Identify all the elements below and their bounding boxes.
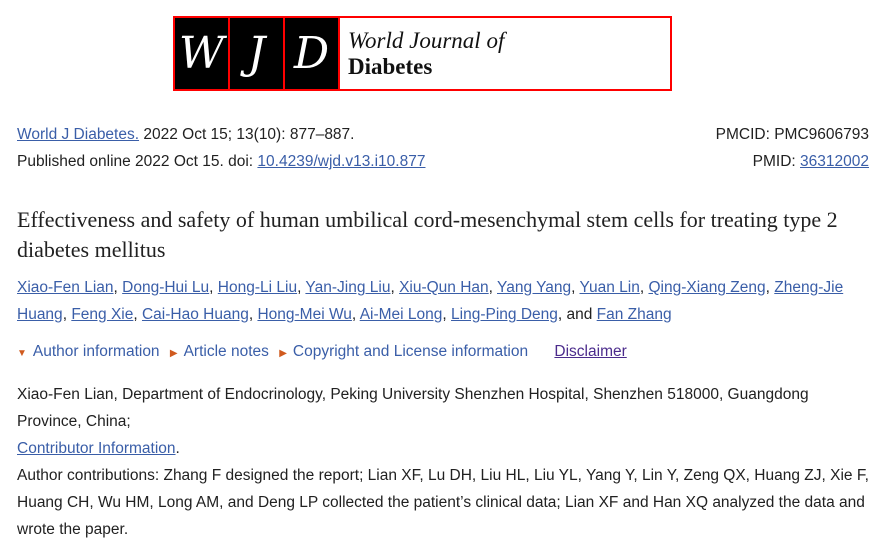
author-list: Xiao-Fen Lian, Dong-Hui Lu, Hong-Li Liu,… <box>17 274 877 328</box>
journal-logo: W J D World Journal of Diabetes <box>173 16 672 91</box>
author-link[interactable]: Ai-Mei Long <box>359 306 443 323</box>
journal-link[interactable]: World J Diabetes. <box>17 126 140 143</box>
separator: , <box>390 279 400 296</box>
citation-details: 2022 Oct 15; 13(10): 877–887. <box>139 126 355 143</box>
author-link[interactable]: Xiu-Qun Han <box>399 279 489 296</box>
doi-link[interactable]: 10.4239/wjd.v13.i10.877 <box>257 153 426 170</box>
separator: , <box>297 279 306 296</box>
separator: , <box>62 306 72 323</box>
separator: , <box>442 306 452 323</box>
pmcid: PMCID: PMC9606793 <box>715 126 869 143</box>
author-contributions: Author contributions: Zhang F designed t… <box>17 467 869 538</box>
separator: , <box>113 279 123 296</box>
author-link[interactable]: Ling-Ping Deng <box>451 306 558 323</box>
triangle-right-icon: ▶ <box>169 348 178 359</box>
logo-letter: D <box>285 18 340 89</box>
author-link[interactable]: Cai-Hao Huang <box>141 306 249 323</box>
copyright-toggle[interactable]: Copyright and License information <box>292 343 529 360</box>
logo-letter: W <box>175 18 230 89</box>
author-link[interactable]: Zheng-Jie Huang <box>17 279 844 323</box>
author-link[interactable]: Yang Yang <box>497 279 572 296</box>
article-notes-toggle[interactable]: Article notes <box>183 343 269 360</box>
article-title: Effectiveness and safety of human umbili… <box>17 207 838 262</box>
author-link[interactable]: Qing-Xiang Zeng <box>648 279 766 296</box>
logo-letter: J <box>230 18 285 89</box>
author-link[interactable]: Fan Zhang <box>596 306 672 323</box>
separator: , <box>248 306 258 323</box>
author-link[interactable]: Yuan Lin <box>579 279 640 296</box>
author-link[interactable]: Dong-Hui Lu <box>122 279 210 296</box>
logo-line2: Diabetes <box>348 54 433 79</box>
separator: , <box>133 306 142 323</box>
disclaimer-link[interactable]: Disclaimer <box>554 343 627 360</box>
separator: , <box>488 279 498 296</box>
separator: , <box>765 279 775 296</box>
pmid-label: PMID: <box>752 153 801 170</box>
author-information: Xiao-Fen Lian, Department of Endocrinolo… <box>17 381 873 543</box>
contributor-info-link[interactable]: Contributor Information <box>17 440 176 457</box>
triangle-down-icon: ▼ <box>17 348 27 359</box>
article-nav: ▼ Author information ▶ Article notes ▶ Copy… <box>17 343 627 361</box>
separator: , <box>351 306 360 323</box>
author-link[interactable]: Xiao-Fen Lian <box>17 279 114 296</box>
pmid-link[interactable]: 36312002 <box>800 153 869 170</box>
author-link[interactable]: Yan-Jing Liu <box>305 279 391 296</box>
separator: , <box>571 279 580 296</box>
affiliation: Xiao-Fen Lian, Department of Endocrinolo… <box>17 386 809 430</box>
period: . <box>175 440 180 457</box>
author-link[interactable]: Feng Xie <box>71 306 134 323</box>
author-info-toggle[interactable]: Author information <box>32 343 160 360</box>
author-link[interactable]: Hong-Li Liu <box>217 279 298 296</box>
separator: , <box>639 279 649 296</box>
published-date: Published online 2022 Oct 15. doi: <box>17 153 258 170</box>
citation: World J Diabetes. 2022 Oct 15; 13(10): 8… <box>17 121 869 175</box>
separator: , and <box>557 306 597 323</box>
triangle-right-icon: ▶ <box>279 348 287 359</box>
author-link[interactable]: Hong-Mei Wu <box>257 306 352 323</box>
separator: , <box>209 279 218 296</box>
logo-line1: World Journal of <box>348 28 505 53</box>
